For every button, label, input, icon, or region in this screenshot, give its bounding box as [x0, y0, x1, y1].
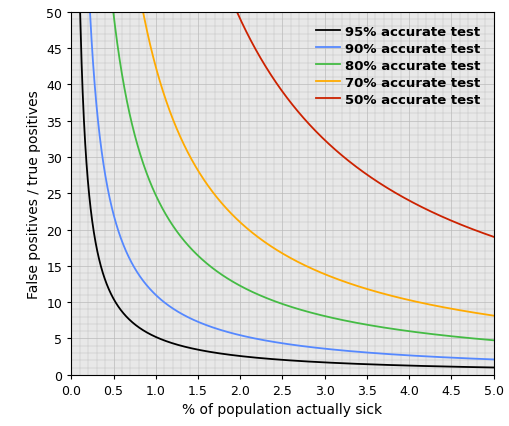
50% accurate test: [69, 10, 75, 15]
80% accurate test: [491, 338, 497, 343]
90% accurate test: [401, 353, 407, 358]
80% accurate test: [274, 300, 280, 305]
80% accurate test: [401, 328, 407, 333]
70% accurate test: [263, 241, 269, 246]
80% accurate test: [69, 10, 75, 15]
Line: 80% accurate test: 80% accurate test: [72, 13, 494, 340]
80% accurate test: [478, 337, 485, 342]
50% accurate test: [491, 235, 497, 240]
90% accurate test: [263, 338, 269, 343]
70% accurate test: [478, 311, 485, 317]
70% accurate test: [69, 10, 75, 15]
Line: 90% accurate test: 90% accurate test: [72, 13, 494, 360]
90% accurate test: [69, 10, 75, 15]
50% accurate test: [478, 230, 485, 236]
80% accurate test: [263, 296, 269, 301]
70% accurate test: [274, 248, 280, 253]
50% accurate test: [263, 65, 269, 70]
95% accurate test: [491, 365, 497, 370]
95% accurate test: [263, 356, 269, 361]
70% accurate test: [491, 314, 497, 319]
50% accurate test: [274, 82, 280, 87]
Line: 70% accurate test: 70% accurate test: [72, 13, 494, 316]
95% accurate test: [401, 363, 407, 368]
Legend: 95% accurate test, 90% accurate test, 80% accurate test, 70% accurate test, 50% : 95% accurate test, 90% accurate test, 80…: [313, 23, 483, 109]
50% accurate test: [90, 10, 96, 15]
95% accurate test: [274, 357, 280, 362]
50% accurate test: [478, 230, 485, 236]
90% accurate test: [478, 357, 485, 362]
70% accurate test: [401, 296, 407, 302]
90% accurate test: [90, 63, 96, 69]
X-axis label: % of population actually sick: % of population actually sick: [182, 403, 383, 416]
Line: 95% accurate test: 95% accurate test: [72, 13, 494, 368]
Line: 50% accurate test: 50% accurate test: [72, 13, 494, 237]
70% accurate test: [90, 10, 96, 15]
50% accurate test: [401, 196, 407, 201]
95% accurate test: [478, 365, 485, 370]
95% accurate test: [90, 226, 96, 231]
90% accurate test: [478, 357, 485, 362]
95% accurate test: [69, 10, 75, 15]
90% accurate test: [491, 357, 497, 362]
90% accurate test: [274, 340, 280, 345]
95% accurate test: [478, 365, 485, 370]
70% accurate test: [478, 311, 485, 317]
Y-axis label: False positives / true positives: False positives / true positives: [26, 90, 41, 298]
80% accurate test: [478, 337, 485, 342]
80% accurate test: [90, 10, 96, 15]
